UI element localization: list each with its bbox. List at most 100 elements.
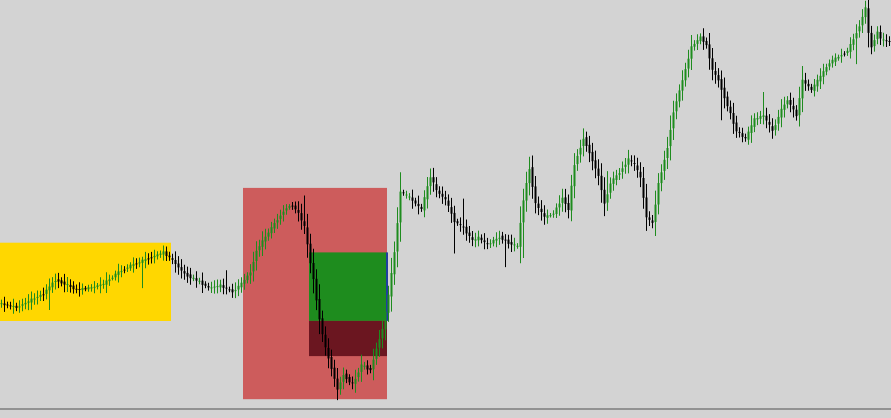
candle-body (78, 289, 81, 290)
candle (669, 115, 672, 161)
candle (738, 127, 741, 138)
candle (720, 70, 723, 121)
candle (324, 326, 327, 356)
candle (453, 205, 456, 254)
candle-body (525, 183, 528, 201)
candle-body (339, 382, 342, 390)
candle (441, 186, 444, 204)
candle-body (753, 118, 756, 127)
candle (819, 68, 822, 89)
candle-body (318, 299, 321, 320)
candle-body (405, 194, 408, 196)
candle-body (15, 305, 18, 308)
candle (264, 228, 267, 250)
candle-body (237, 285, 240, 290)
candle (237, 279, 240, 297)
candle (243, 273, 246, 290)
candle (606, 171, 609, 211)
candle-body (111, 277, 114, 279)
candle (387, 285, 390, 322)
candle-body (114, 273, 117, 278)
candle (684, 62, 687, 87)
candle (150, 251, 153, 264)
candle-body (291, 205, 294, 207)
candle-body (798, 98, 801, 116)
stop-zone[interactable] (309, 320, 387, 357)
candle (48, 278, 51, 310)
candle (456, 218, 459, 226)
candle (309, 233, 312, 274)
candle (405, 190, 408, 199)
candle (849, 37, 852, 59)
candle (495, 232, 498, 248)
candle-body (90, 287, 93, 289)
candle (156, 251, 159, 260)
candle (228, 286, 231, 293)
candle-body (750, 125, 753, 133)
candle-body (6, 304, 9, 306)
candle (276, 213, 279, 229)
candle-body (462, 226, 465, 228)
candle-body (54, 281, 57, 282)
candle (690, 35, 693, 70)
candle-body (450, 207, 453, 214)
candle (873, 34, 876, 52)
candle-body (153, 255, 156, 258)
candle (564, 188, 567, 213)
candle-body (723, 87, 726, 99)
candle-body (645, 197, 648, 218)
candle (444, 190, 447, 206)
candle-body (693, 43, 696, 47)
candle-body (177, 263, 180, 268)
candle (3, 296, 6, 312)
candle (129, 262, 132, 271)
candle (363, 361, 366, 370)
candle-body (102, 283, 105, 285)
candle-body (135, 263, 138, 265)
candle (861, 9, 864, 33)
candle (375, 342, 378, 365)
candle (867, 0, 870, 48)
candle-body (765, 115, 768, 121)
candle-body (51, 282, 54, 288)
candle (678, 84, 681, 108)
candle-body (222, 285, 225, 288)
candle (801, 66, 804, 113)
candle-body (675, 101, 678, 112)
candle (402, 189, 405, 196)
candle (585, 131, 588, 152)
zones-layer (0, 187, 388, 400)
candle (687, 49, 690, 78)
candle-body (96, 285, 99, 287)
candle (342, 367, 345, 390)
candle (96, 283, 99, 290)
candle (570, 174, 573, 222)
candle-body (303, 221, 306, 226)
candle-body (12, 306, 15, 307)
candle (840, 48, 843, 63)
candle (69, 279, 72, 293)
candle (39, 290, 42, 301)
candle (651, 215, 654, 229)
candle-body (357, 372, 360, 378)
candle-body (75, 288, 78, 290)
candle-body (822, 71, 825, 77)
candle-body (768, 121, 771, 125)
candle (609, 177, 612, 199)
candle-body (198, 280, 201, 282)
candle (369, 364, 372, 374)
candle (336, 368, 339, 401)
candle-body (780, 108, 783, 118)
candle-body (9, 305, 12, 307)
candle-body (471, 237, 474, 240)
entry-zone[interactable] (309, 252, 387, 321)
candle-body (426, 186, 429, 200)
candle-body (519, 222, 522, 247)
candle (558, 195, 561, 216)
candle-body (3, 303, 6, 306)
candle (411, 189, 414, 209)
candle (219, 279, 222, 293)
